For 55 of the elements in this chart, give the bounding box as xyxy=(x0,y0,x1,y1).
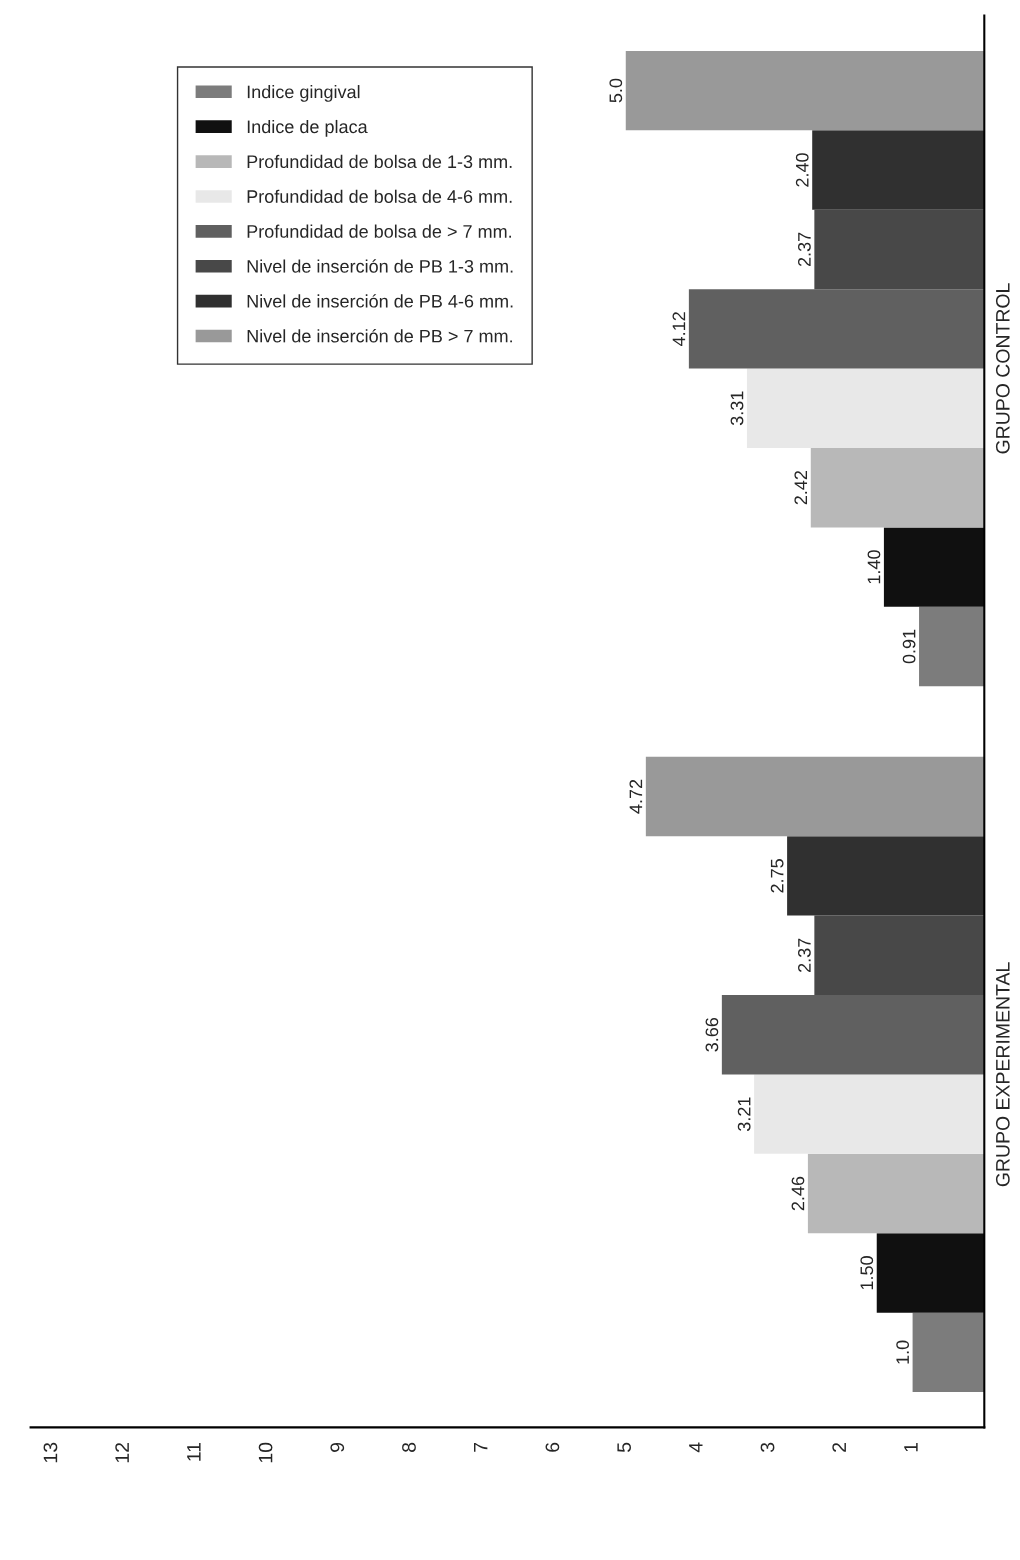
x-tick-label: 11 xyxy=(187,1442,201,1461)
text: 4.12 xyxy=(672,312,686,346)
bar xyxy=(645,756,985,837)
x-tick-label: 7 xyxy=(474,1442,488,1452)
legend-label: Profundidad de bolsa de 1-3 mm. xyxy=(247,154,512,169)
legend-label: Profundidad de bolsa de > 7 mm. xyxy=(247,224,512,238)
legend-label: Indice gingival xyxy=(247,85,360,102)
bar xyxy=(810,447,985,528)
text: 2.37 xyxy=(798,938,811,972)
legend-label: Nivel de inserción de PB > 7 mm. xyxy=(247,329,512,343)
x-tick-label: 1 xyxy=(904,1442,918,1452)
bar xyxy=(919,606,985,687)
x-tick-label: 6 xyxy=(545,1442,560,1452)
text: 2.40 xyxy=(795,153,809,187)
y-tick-label: GRUPO EXPERIMENTAL xyxy=(995,962,1010,1187)
text: 1.0 xyxy=(896,1340,910,1364)
text: 1.50 xyxy=(860,1256,874,1290)
text: 1.40 xyxy=(867,550,881,584)
text: 3.66 xyxy=(705,1017,719,1052)
legend-label: Nivel de inserción de PB 1-3 mm. xyxy=(247,259,513,273)
legend-label: Nivel de inserción de PB 4-6 mm. xyxy=(247,294,513,308)
bar xyxy=(746,368,985,448)
text: 2.37 xyxy=(798,232,811,267)
y-tick-label: GRUPO CONTROL xyxy=(995,283,1010,454)
bar xyxy=(625,50,985,131)
text: 2.46 xyxy=(791,1176,805,1211)
bar xyxy=(814,209,985,290)
x-tick-label: 3 xyxy=(760,1442,775,1453)
bar xyxy=(883,527,985,607)
legend-label: Indice de placa xyxy=(247,119,368,137)
bar xyxy=(787,836,985,916)
text: 2.42 xyxy=(794,471,808,505)
x-tick-label: 13 xyxy=(43,1442,58,1463)
bar xyxy=(876,1233,985,1313)
bar xyxy=(807,1153,985,1234)
text: 5.0 xyxy=(609,78,623,103)
x-tick-label: 8 xyxy=(402,1442,416,1452)
bar xyxy=(812,130,985,210)
bar xyxy=(754,1074,985,1154)
x-tick-label: 4 xyxy=(689,1442,703,1453)
bar xyxy=(721,995,985,1075)
text: 3.21 xyxy=(737,1097,751,1132)
bar xyxy=(912,1312,985,1393)
bar xyxy=(688,289,985,369)
text: 2.75 xyxy=(770,859,784,893)
text: 3.31 xyxy=(730,391,744,426)
x-tick-label: 2 xyxy=(832,1442,846,1452)
x-tick-label: 12 xyxy=(115,1442,129,1463)
text: 4.72 xyxy=(629,779,643,814)
x-tick-label: 5 xyxy=(617,1442,631,1453)
x-tick-label: 9 xyxy=(330,1442,345,1452)
bar xyxy=(814,915,985,996)
legend-label: Profundidad de bolsa de 4-6 mm. xyxy=(247,189,512,203)
text: 0.91 xyxy=(902,629,916,664)
x-tick-label: 10 xyxy=(258,1442,273,1463)
